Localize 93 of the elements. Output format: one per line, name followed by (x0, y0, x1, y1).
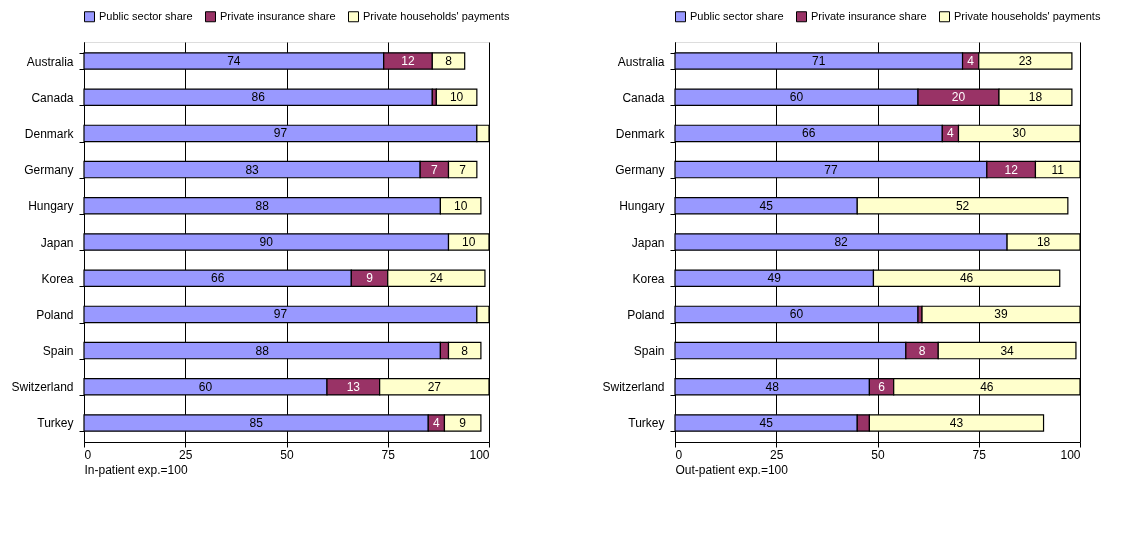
x-tick-label: 50 (280, 447, 294, 462)
y-tick-label: Australia (26, 54, 74, 69)
y-tick-label: Spain (633, 344, 665, 359)
y-tick-label: Switzerland (602, 380, 665, 395)
data-label: 83 (245, 162, 260, 177)
data-label: 4 (967, 54, 975, 68)
data-label: 39 (994, 307, 1009, 322)
data-label: 88 (255, 198, 270, 213)
data-label: 6 (878, 379, 886, 394)
x-tick-label: 0 (84, 447, 92, 462)
data-label: 45 (759, 416, 774, 430)
data-label: 10 (449, 90, 464, 105)
y-tick-label: Hungary (28, 199, 74, 214)
x-tick-label: 75 (972, 447, 987, 462)
data-label: 60 (789, 90, 804, 105)
y-tick-label: Hungary (619, 199, 665, 214)
y-tick-label: Spain (42, 344, 74, 359)
data-label: 24 (429, 271, 444, 286)
y-tick-label: Canada (622, 90, 665, 105)
y-tick-label: Denmark (615, 126, 666, 141)
data-label: 97 (273, 307, 288, 322)
data-label: 34 (1000, 343, 1015, 358)
legend-label: Private households' payments (363, 9, 510, 22)
x-axis-title: Out-patient exp.=100 (675, 462, 789, 477)
x-tick-label: 25 (179, 447, 193, 462)
data-label: 66 (210, 271, 225, 286)
y-tick-label: Turkey (37, 416, 74, 431)
data-label: 71 (812, 54, 826, 68)
data-label: 8 (461, 343, 469, 358)
data-label: 30 (1012, 126, 1027, 141)
data-label: 45 (759, 198, 774, 213)
y-tick-label: Germany (615, 163, 665, 178)
x-tick-label: 75 (381, 447, 396, 462)
data-label: 97 (273, 126, 288, 141)
x-tick-label: 100 (1060, 447, 1081, 462)
y-tick-label: Korea (632, 271, 665, 286)
data-label: 12 (1004, 162, 1019, 177)
data-label: 60 (789, 307, 804, 322)
data-label: 74 (227, 54, 241, 68)
data-label: 86 (251, 90, 266, 105)
data-label: 8 (445, 54, 453, 68)
y-tick-label: Canada (31, 90, 74, 105)
data-label: 10 (462, 235, 476, 249)
bar (435, 88, 478, 106)
data-label: 20 (951, 90, 966, 105)
data-label: 82 (834, 235, 849, 249)
data-label: 9 (459, 416, 467, 430)
data-label: 11 (1051, 162, 1065, 177)
data-label: 52 (955, 198, 970, 213)
y-tick-label: Japan (40, 235, 74, 250)
data-label: 46 (959, 271, 974, 286)
y-tick-label: Germany (24, 163, 74, 178)
data-label: 77 (824, 162, 838, 177)
data-label: 43 (949, 416, 964, 430)
data-label: 18 (1028, 90, 1043, 105)
y-tick-label: Poland (627, 307, 665, 322)
data-label: 10 (453, 198, 468, 213)
y-tick-label: Poland (36, 307, 74, 322)
x-tick-label: 0 (675, 447, 683, 462)
data-label: 12 (401, 54, 415, 68)
data-label: 4 (433, 416, 441, 430)
data-label: 4 (947, 126, 955, 141)
data-label: 23 (1018, 54, 1033, 68)
legend-label: Private households' payments (954, 9, 1101, 22)
data-label: 18 (1036, 235, 1051, 249)
y-tick-label: Turkey (628, 416, 665, 431)
x-tick-label: 50 (871, 447, 885, 462)
y-tick-label: Denmark (24, 126, 75, 141)
data-label: 7 (459, 162, 467, 177)
data-label: 27 (427, 379, 442, 394)
data-label: 46 (980, 379, 994, 394)
y-tick-label: Korea (41, 271, 74, 286)
x-tick-label: 25 (770, 447, 784, 462)
legend-label: Private insurance share (220, 9, 336, 22)
legend-label: Private insurance share (811, 9, 927, 22)
data-label: 48 (765, 379, 780, 394)
data-label: 49 (767, 271, 782, 286)
legend-label: Public sector share (99, 9, 193, 22)
y-tick-label: Switzerland (11, 380, 74, 395)
y-tick-label: Australia (617, 54, 665, 69)
data-label: 90 (259, 235, 274, 249)
data-label: 8 (918, 343, 926, 358)
legend-label: Public sector share (690, 9, 784, 22)
data-label: 88 (255, 343, 270, 358)
data-label: 85 (249, 416, 264, 430)
x-axis-title: In-patient exp.=100 (84, 462, 188, 477)
y-tick-label: Japan (631, 235, 665, 250)
data-label: 9 (366, 271, 374, 286)
data-label: 66 (801, 126, 816, 141)
data-label: 13 (346, 379, 361, 394)
x-tick-label: 100 (469, 447, 490, 462)
data-label: 60 (198, 379, 213, 394)
data-label: 7 (430, 162, 438, 177)
